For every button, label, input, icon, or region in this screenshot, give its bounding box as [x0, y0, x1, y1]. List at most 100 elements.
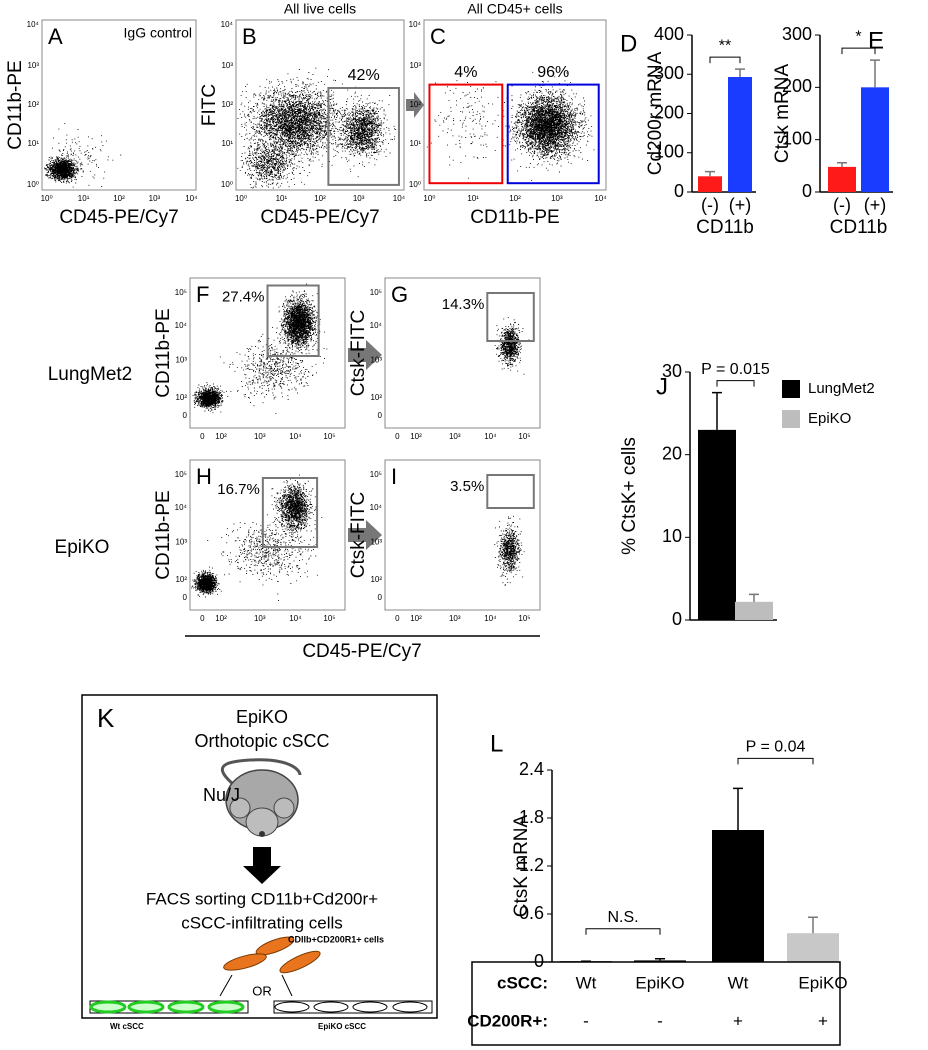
- gate: [266, 284, 320, 357]
- x-tick-label: 10³: [254, 614, 266, 623]
- y-label: CD11b-PE: [153, 490, 174, 579]
- gate: [428, 83, 504, 185]
- y-label: CtsK mRNA: [511, 814, 532, 917]
- y-tick-label: 0: [802, 181, 812, 201]
- plot-frame: [189, 277, 346, 429]
- schematic-frame: [81, 694, 438, 1019]
- x-tick-label: (+): [729, 195, 752, 215]
- annotation: N.S.: [607, 909, 638, 926]
- annotation: **: [719, 37, 731, 54]
- error-bar: [749, 593, 759, 602]
- x-tick-label: 10²: [314, 194, 326, 203]
- y-tick-label: 10²: [409, 100, 421, 109]
- y-tick-label: 10⁵: [175, 288, 187, 297]
- panel-header: All CD45+ cells: [467, 1, 562, 17]
- gate: [327, 87, 400, 186]
- cell: [279, 950, 321, 974]
- x-tick-label: 10²: [410, 614, 422, 623]
- x-tick-label: 10⁰: [235, 194, 247, 203]
- schematic-text: Nu/J: [203, 785, 240, 805]
- error-bar: [705, 170, 715, 177]
- x-label: CD11b: [696, 217, 754, 238]
- legend-label: EpiKO: [808, 410, 851, 427]
- table-cell: -: [657, 1011, 663, 1030]
- significance-bracket: [737, 757, 814, 765]
- y-tick-label: 10⁴: [370, 321, 383, 330]
- y-tick-label: 10²: [175, 393, 187, 402]
- panel-letter: J: [656, 373, 668, 400]
- x-tick-label: 10²: [410, 432, 422, 441]
- error-bar: [837, 161, 847, 167]
- gate: [486, 474, 535, 509]
- arrow: [219, 974, 233, 997]
- y-tick-label: 10⁴: [175, 321, 188, 330]
- events: [494, 316, 530, 375]
- x-tick-label: 10²: [215, 432, 227, 441]
- y-label: CD11b-PE: [153, 308, 174, 397]
- error-bar: [733, 787, 743, 830]
- row-label: LungMet2: [48, 364, 133, 385]
- y-tick-label: 10⁵: [370, 288, 382, 297]
- events: [191, 474, 323, 601]
- table-row-label: cSCC:: [497, 973, 548, 992]
- y-label: Ctsk mRNA: [772, 64, 793, 164]
- bar: [861, 87, 889, 192]
- events: [44, 123, 122, 188]
- error-bar: [655, 958, 665, 961]
- gate-arrow: [348, 520, 382, 550]
- x-tick-label: 10¹: [78, 194, 90, 203]
- gate-arrow: [406, 92, 424, 118]
- error-bar: [735, 68, 745, 77]
- gate-label: 27.4%: [222, 288, 265, 305]
- table-row-label: CD200R+:: [467, 1011, 548, 1030]
- y-tick-label: 200: [654, 102, 684, 122]
- y-tick-label: 2.4: [519, 759, 544, 779]
- gate-label: 14.3%: [442, 296, 485, 313]
- table-cell: Wt: [576, 973, 597, 992]
- y-tick-label: 10⁴: [27, 20, 40, 29]
- events: [426, 68, 595, 181]
- y-tick-label: 10²: [221, 100, 233, 109]
- legend-swatch: [782, 380, 800, 398]
- x-tick-label: 10³: [254, 432, 266, 441]
- y-tick-label: 30: [662, 361, 682, 381]
- table-cell: EpiKO: [798, 973, 847, 992]
- y-tick-label: 10²: [370, 393, 382, 402]
- panel-letter: I: [391, 464, 397, 489]
- mouse-nose: [259, 831, 265, 837]
- mouse-ear: [273, 797, 295, 819]
- annotation: *: [855, 28, 861, 45]
- x-tick-label: 10¹: [276, 194, 288, 203]
- y-tick-label: 0: [534, 951, 544, 971]
- x-tick-label: 0: [395, 614, 400, 623]
- x-tick-label: 10⁴: [393, 194, 406, 203]
- x-tick-label: 10⁴: [484, 614, 497, 623]
- annotation: P = 0.015: [701, 361, 770, 378]
- y-tick-label: 0: [378, 411, 383, 420]
- schematic-text: Wt cSCC: [110, 1022, 144, 1031]
- plot-frame: [384, 277, 541, 429]
- y-tick-label: 10⁴: [409, 20, 422, 29]
- cell: [223, 953, 267, 971]
- schematic-text: CDllb+CD200R1+ cells: [288, 934, 384, 944]
- y-tick-label: 10³: [409, 61, 421, 70]
- mouse-tail: [220, 758, 302, 792]
- table-frame: [471, 961, 841, 1046]
- x-tick-label: 10³: [149, 194, 161, 203]
- mouse-ear: [229, 797, 251, 819]
- schematic-text: EpiKO cSCC: [318, 1022, 366, 1031]
- bar: [712, 830, 764, 962]
- x-tick-label: 0: [200, 614, 205, 623]
- y-tick-label: 10³: [175, 538, 187, 547]
- y-tick-label: 10²: [27, 100, 39, 109]
- bar: [698, 176, 722, 192]
- plot-frame: [189, 459, 346, 611]
- arrow: [281, 974, 293, 997]
- y-tick-label: 0: [672, 609, 682, 629]
- annotation: P = 0.04: [746, 739, 806, 756]
- y-tick-label: 10³: [370, 538, 382, 547]
- y-tick-label: 0: [378, 593, 383, 602]
- panel-letter: E: [868, 27, 884, 54]
- y-tick-label: 10¹: [27, 139, 39, 148]
- y-tick-label: 400: [654, 24, 684, 44]
